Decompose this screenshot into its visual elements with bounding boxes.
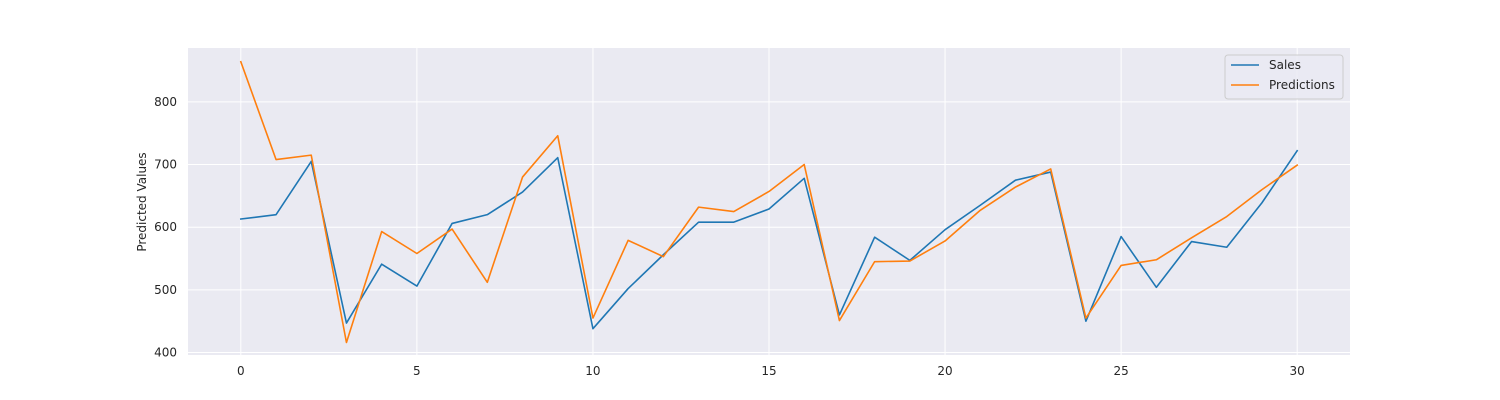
y-tick-label: 700 [154, 158, 177, 172]
series-line-sales [239, 149, 1299, 330]
y-tick-label: 600 [154, 220, 177, 234]
series-layer [239, 60, 1299, 344]
y-tick-label: 500 [154, 283, 177, 297]
x-tick-label: 30 [1290, 364, 1305, 378]
x-tick-label: 10 [585, 364, 600, 378]
x-tick-label: 5 [413, 364, 421, 378]
y-tick-label: 400 [154, 345, 177, 359]
legend: Sales Predictions [1224, 54, 1344, 100]
y-axis: 400 500 600 700 800 [154, 95, 177, 360]
y-tick-label: 800 [154, 95, 177, 109]
grid [188, 48, 1350, 355]
x-tick-label: 20 [937, 364, 952, 378]
x-tick-label: 15 [761, 364, 776, 378]
legend-box [1224, 54, 1344, 100]
legend-label-predictions: Predictions [1269, 78, 1335, 92]
x-axis: 0 5 10 15 20 25 30 [237, 364, 1305, 378]
x-tick-label: 25 [1113, 364, 1128, 378]
y-axis-label: Predicted Values [135, 152, 149, 251]
series-line-predictions [239, 60, 1299, 344]
x-tick-label: 0 [237, 364, 245, 378]
legend-label-sales: Sales [1269, 58, 1301, 72]
